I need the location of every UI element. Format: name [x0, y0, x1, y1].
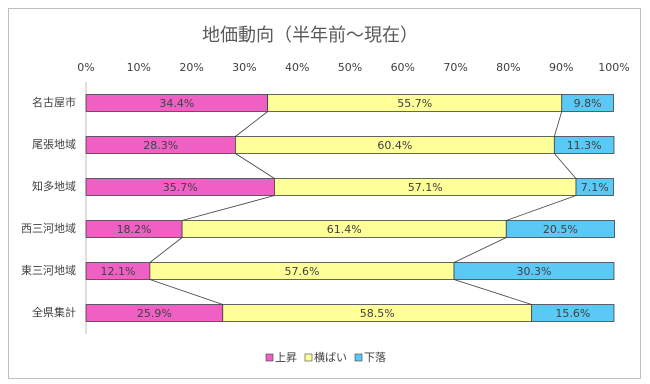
legend-swatch: [354, 353, 363, 362]
series-connector: [553, 111, 563, 137]
x-tick-label: 60%: [391, 61, 415, 74]
x-tick-label: 20%: [179, 61, 203, 74]
x-tick-label: 10%: [127, 61, 151, 74]
bar-segment: [553, 136, 615, 154]
value-label: 18.2%: [117, 223, 152, 236]
y-tick-label: 尾張地域: [32, 138, 76, 151]
x-tick-label: 40%: [285, 61, 309, 74]
value-label: 20.5%: [543, 223, 578, 236]
bar-segment: [453, 262, 615, 280]
x-tick-label: 80%: [496, 61, 520, 74]
legend-label: 上昇: [275, 351, 297, 364]
x-tick-label: 0%: [77, 61, 94, 74]
legend-label: 下落: [364, 351, 386, 364]
series-connector: [149, 237, 183, 263]
x-tick-label: 100%: [598, 61, 629, 74]
value-label: 9.8%: [574, 97, 602, 110]
x-tick-label: 90%: [549, 61, 573, 74]
legend-swatch: [304, 353, 313, 362]
bar-segment: [575, 178, 614, 196]
series-connector: [506, 195, 577, 221]
bar-segment: [505, 220, 615, 238]
legend-label: 横ばい: [314, 350, 347, 364]
value-label: 15.6%: [555, 307, 590, 320]
series-connector: [235, 111, 268, 137]
series-connector: [235, 153, 275, 179]
series-connector: [554, 153, 577, 179]
chart-title: 地価動向（半年前～現在）: [202, 25, 418, 46]
value-label: 55.7%: [397, 97, 432, 110]
value-label: 11.3%: [567, 139, 602, 152]
y-tick-label: 全県集計: [32, 305, 76, 319]
x-tick-label: 70%: [443, 61, 467, 74]
value-label: 35.7%: [163, 181, 198, 194]
value-label: 30.3%: [517, 265, 552, 278]
value-label: 58.5%: [360, 307, 395, 320]
value-label: 25.9%: [137, 307, 172, 320]
y-tick-label: 西三河地域: [21, 222, 76, 235]
series-connector: [181, 195, 275, 221]
y-tick-label: 東三河地域: [21, 264, 76, 277]
value-label: 7.1%: [581, 181, 609, 194]
value-label: 57.1%: [408, 181, 443, 194]
value-label: 12.1%: [100, 265, 135, 278]
series-connector: [453, 279, 532, 305]
legend-swatch: [265, 353, 274, 362]
series-connector: [453, 237, 507, 263]
bar-segment: [561, 94, 614, 112]
value-label: 34.4%: [159, 97, 194, 110]
value-label: 61.4%: [327, 223, 362, 236]
value-label: 57.6%: [284, 265, 319, 278]
y-tick-label: 名古屋市: [32, 95, 76, 109]
series-connector: [149, 279, 223, 305]
bar-segment: [531, 304, 615, 322]
value-label: 28.3%: [143, 139, 178, 152]
x-tick-label: 30%: [232, 61, 256, 74]
value-label: 60.4%: [377, 139, 412, 152]
y-tick-label: 知多地域: [32, 179, 76, 193]
x-tick-label: 50%: [338, 61, 362, 74]
